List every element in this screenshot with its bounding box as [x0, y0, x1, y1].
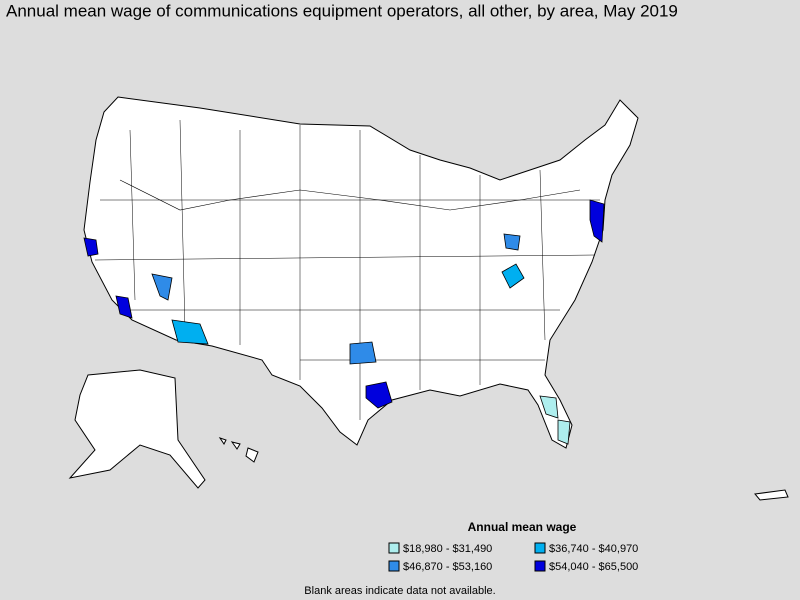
- legend-label: $36,740 - $40,970: [549, 543, 638, 555]
- area-borders: [94, 119, 600, 420]
- legend-label: $46,870 - $53,160: [403, 561, 492, 573]
- map-title: Annual mean wage of communications equip…: [6, 1, 678, 20]
- legend: Annual mean wage $18,980 - $31,490 $36,7…: [388, 520, 638, 573]
- us-map: [68, 96, 789, 501]
- area-columbus: [503, 233, 521, 251]
- legend-swatch: [534, 560, 546, 572]
- legend-swatch: [388, 542, 400, 554]
- area-phoenix: [171, 319, 209, 345]
- legend-label: $18,980 - $31,490: [403, 543, 492, 555]
- area-las-vegas: [151, 273, 173, 301]
- area-los-angeles: [115, 295, 133, 319]
- alaska: [68, 369, 206, 489]
- area-new-york: [589, 199, 605, 243]
- legend-title: Annual mean wage: [468, 520, 577, 534]
- area-north-florida: [539, 395, 559, 419]
- legend-swatch: [388, 560, 400, 572]
- area-lexington: [501, 263, 525, 289]
- area-south-florida: [557, 419, 571, 445]
- area-san-francisco: [83, 237, 99, 257]
- legend-label: $54,040 - $65,500: [549, 561, 638, 573]
- area-houston: [365, 381, 393, 409]
- region-lines: [119, 179, 581, 211]
- hawaii: [218, 437, 259, 463]
- area-dallas: [349, 341, 377, 365]
- puerto-rico: [754, 489, 789, 501]
- footnote: Blank areas indicate data not available.: [304, 585, 495, 597]
- legend-swatch: [534, 542, 546, 554]
